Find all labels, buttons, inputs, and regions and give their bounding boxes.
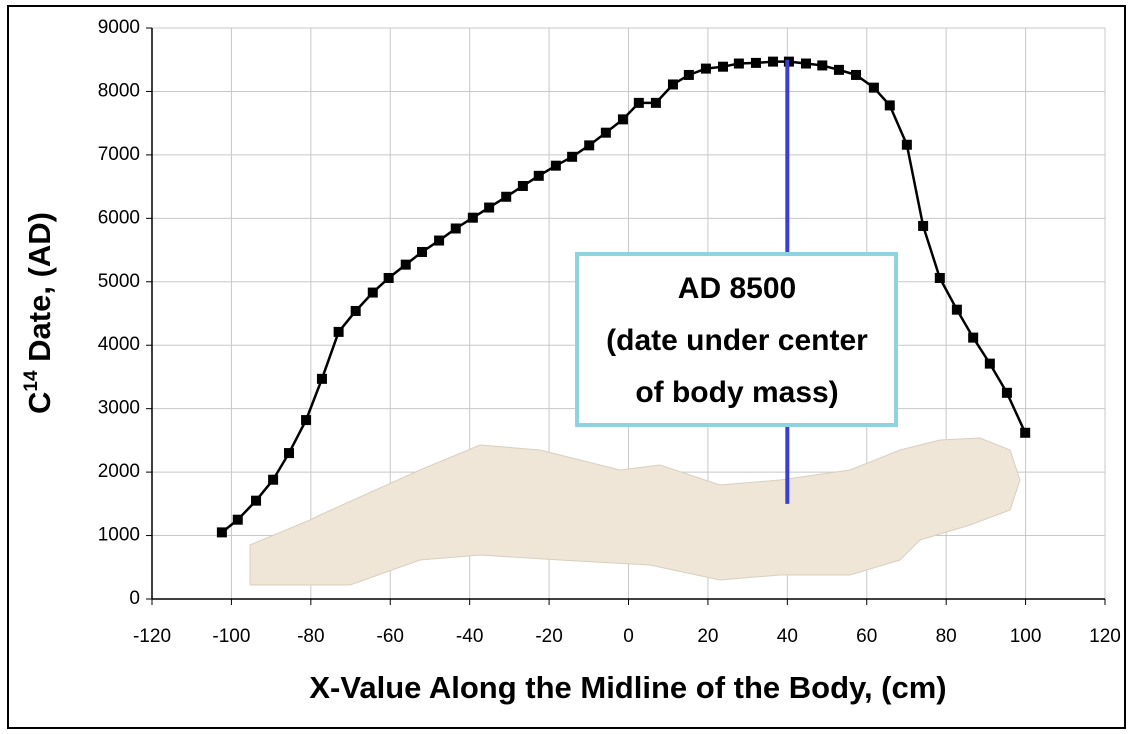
y-tick-label: 5000 — [98, 271, 140, 292]
point — [368, 288, 378, 298]
point — [417, 247, 427, 257]
point — [935, 273, 945, 283]
x-tick-label: 120 — [1089, 626, 1121, 647]
y-title-sup: 14 — [21, 370, 42, 392]
point — [518, 181, 528, 191]
y-tick-label: 4000 — [98, 334, 140, 355]
point — [885, 100, 895, 110]
point — [534, 171, 544, 181]
point — [268, 475, 278, 485]
point — [451, 223, 461, 233]
point — [851, 70, 861, 80]
point — [551, 161, 561, 171]
x-tick-label: -100 — [212, 626, 250, 647]
point — [334, 327, 344, 337]
x-tick-label: 0 — [623, 626, 634, 647]
y-tick-label: 2000 — [98, 461, 140, 482]
annotation-text: of body mass) — [635, 376, 838, 409]
point — [233, 515, 243, 525]
point — [434, 236, 444, 246]
point — [1002, 388, 1012, 398]
point — [301, 415, 311, 425]
point — [1020, 428, 1030, 438]
x-tick-label: -20 — [535, 626, 562, 647]
point — [902, 140, 912, 150]
y-tick-label: 8000 — [98, 80, 140, 101]
point — [751, 58, 761, 68]
chart: 0100020003000400050006000700080009000-12… — [0, 0, 1133, 734]
frame — [8, 6, 1125, 728]
point — [734, 59, 744, 69]
x-tick-label: 100 — [1010, 626, 1042, 647]
y-title-base: C — [22, 392, 57, 414]
point — [468, 213, 478, 223]
point — [768, 57, 778, 67]
y-title-rest: Date, (AD) — [22, 212, 57, 370]
point — [968, 333, 978, 343]
point — [217, 527, 227, 537]
x-tick-label: -40 — [456, 626, 483, 647]
y-tick-label: 9000 — [98, 17, 140, 38]
y-tick-label: 3000 — [98, 398, 140, 419]
point — [501, 192, 511, 202]
point — [869, 83, 879, 93]
x-tick-label: -80 — [297, 626, 324, 647]
point — [701, 64, 711, 74]
point — [684, 70, 694, 80]
point — [651, 98, 661, 108]
point — [834, 65, 844, 75]
x-tick-label: -60 — [377, 626, 404, 647]
point — [601, 128, 611, 138]
point — [284, 448, 294, 458]
point — [952, 305, 962, 315]
y-tick-label: 6000 — [98, 207, 140, 228]
point — [618, 114, 628, 124]
y-tick-label: 0 — [129, 588, 140, 609]
point — [484, 203, 494, 213]
x-tick-label: 20 — [697, 626, 718, 647]
y-tick-label: 7000 — [98, 144, 140, 165]
x-tick-label: 60 — [856, 626, 877, 647]
point — [384, 273, 394, 283]
point — [634, 98, 644, 108]
point — [251, 496, 261, 506]
point — [918, 221, 928, 231]
y-tick-label: 1000 — [98, 525, 140, 546]
x-tick-label: 40 — [777, 626, 798, 647]
point — [817, 60, 827, 70]
x-tick-label: 80 — [936, 626, 957, 647]
point — [985, 359, 995, 369]
page: 0100020003000400050006000700080009000-12… — [0, 0, 1133, 734]
x-axis-title: X-Value Along the Midline of the Body, (… — [309, 670, 946, 705]
point — [567, 152, 577, 162]
annotation-text: (date under center — [606, 324, 868, 357]
point — [801, 59, 811, 69]
x-tick-label: -120 — [133, 626, 171, 647]
point — [351, 306, 361, 316]
point — [317, 374, 327, 384]
point — [584, 140, 594, 150]
point — [718, 62, 728, 72]
annotation-text: AD 8500 — [678, 272, 796, 305]
point — [668, 79, 678, 89]
point — [401, 260, 411, 270]
